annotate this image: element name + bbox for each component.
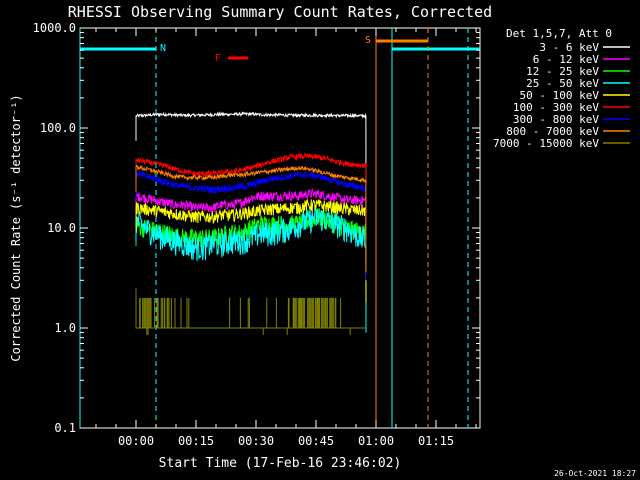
axis-layer: 0.1 1.0 10.0 100.0 1000.0 00:00 00:15 00:30 00:4… bbox=[33, 21, 480, 448]
x-tick-label: 00:15 bbox=[178, 434, 214, 448]
y-tick-label: 1.0 bbox=[54, 321, 76, 335]
x-tick-label: 01:15 bbox=[418, 434, 454, 448]
x-axis-label: Start Time (17-Feb-16 23:46:02) bbox=[159, 456, 402, 471]
series-line-5 bbox=[135, 152, 367, 258]
legend-entry-label: 100 - 300 keV bbox=[513, 101, 599, 114]
x-tick-label: 01:00 bbox=[358, 434, 394, 448]
legend-entry-label: 7000 - 15000 keV bbox=[493, 137, 599, 150]
series-line-0 bbox=[135, 110, 367, 209]
legend-entry-label: 3 - 6 keV bbox=[539, 41, 599, 54]
x-tick-label: 00:30 bbox=[238, 434, 274, 448]
series-line-4 bbox=[135, 199, 367, 303]
legend-entry-label: 25 - 50 keV bbox=[526, 77, 599, 90]
legend-entry-label: 6 - 12 keV bbox=[533, 53, 600, 66]
y-axis-label: Corrected Count Rate (s⁻¹ detector⁻¹) bbox=[9, 94, 23, 361]
series-1 bbox=[135, 187, 367, 293]
series-line-7 bbox=[135, 164, 367, 273]
series-0 bbox=[135, 110, 367, 209]
legend-title: Det 1,5,7, Att 0 bbox=[506, 27, 612, 40]
series-line-7000-15000-kev bbox=[135, 288, 366, 336]
series-line-1 bbox=[135, 187, 367, 293]
y-tick-label: 100.0 bbox=[40, 121, 76, 135]
legend-entry-label: 50 - 100 keV bbox=[520, 89, 600, 102]
generation-timestamp: 26-Oct-2021 18:27 bbox=[554, 469, 636, 478]
series-layer bbox=[135, 110, 367, 336]
series-5 bbox=[135, 152, 367, 258]
saa-label: S bbox=[365, 35, 371, 46]
night-label: N bbox=[160, 43, 166, 54]
y-tick-label: 1000.0 bbox=[33, 21, 76, 35]
x-tick-label: 00:45 bbox=[298, 434, 334, 448]
x-tick-label: 00:00 bbox=[118, 434, 154, 448]
series-6 bbox=[135, 170, 367, 281]
series-7 bbox=[135, 164, 367, 273]
y-tick-label: 0.1 bbox=[54, 421, 76, 435]
series-line-3 bbox=[135, 207, 367, 333]
series-4 bbox=[135, 199, 367, 303]
flare-label: F bbox=[215, 53, 221, 64]
chart-title: RHESSI Observing Summary Count Rates, Co… bbox=[68, 3, 492, 21]
series-3 bbox=[135, 207, 367, 333]
series-8 bbox=[135, 288, 366, 336]
y-tick-label: 10.0 bbox=[47, 221, 76, 235]
annotation-layer: N S F bbox=[79, 28, 480, 428]
legend-entry-label: 300 - 800 keV bbox=[513, 113, 599, 126]
legend-entry-label: 12 - 25 keV bbox=[526, 65, 599, 78]
series-line-6 bbox=[135, 170, 367, 281]
legend-entry-label: 800 - 7000 keV bbox=[506, 125, 599, 138]
